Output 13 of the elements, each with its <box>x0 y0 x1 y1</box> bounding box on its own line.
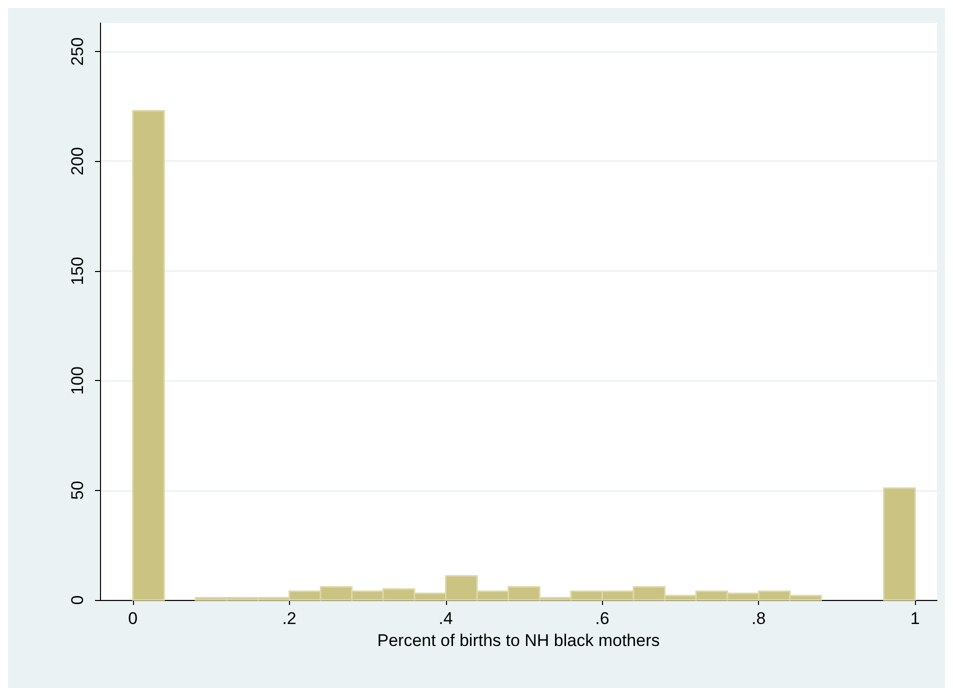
y-tick-label: 250 <box>68 37 87 66</box>
x-tick-label: .4 <box>438 609 453 628</box>
y-tick-label: 150 <box>68 256 87 286</box>
x-tick-label: .6 <box>595 609 610 628</box>
x-tick-label: 1 <box>910 609 920 628</box>
y-tick-label: 100 <box>68 366 87 395</box>
y-tick-label: 200 <box>68 147 87 176</box>
y-tick-label: 0 <box>68 595 87 605</box>
x-tick-label: 0 <box>128 609 138 628</box>
x-axis-title: Percent of births to NH black mothers <box>377 630 660 650</box>
y-tick-label: 50 <box>68 480 87 500</box>
x-tick-label: .2 <box>282 609 296 628</box>
x-tick-label: .8 <box>752 609 766 628</box>
